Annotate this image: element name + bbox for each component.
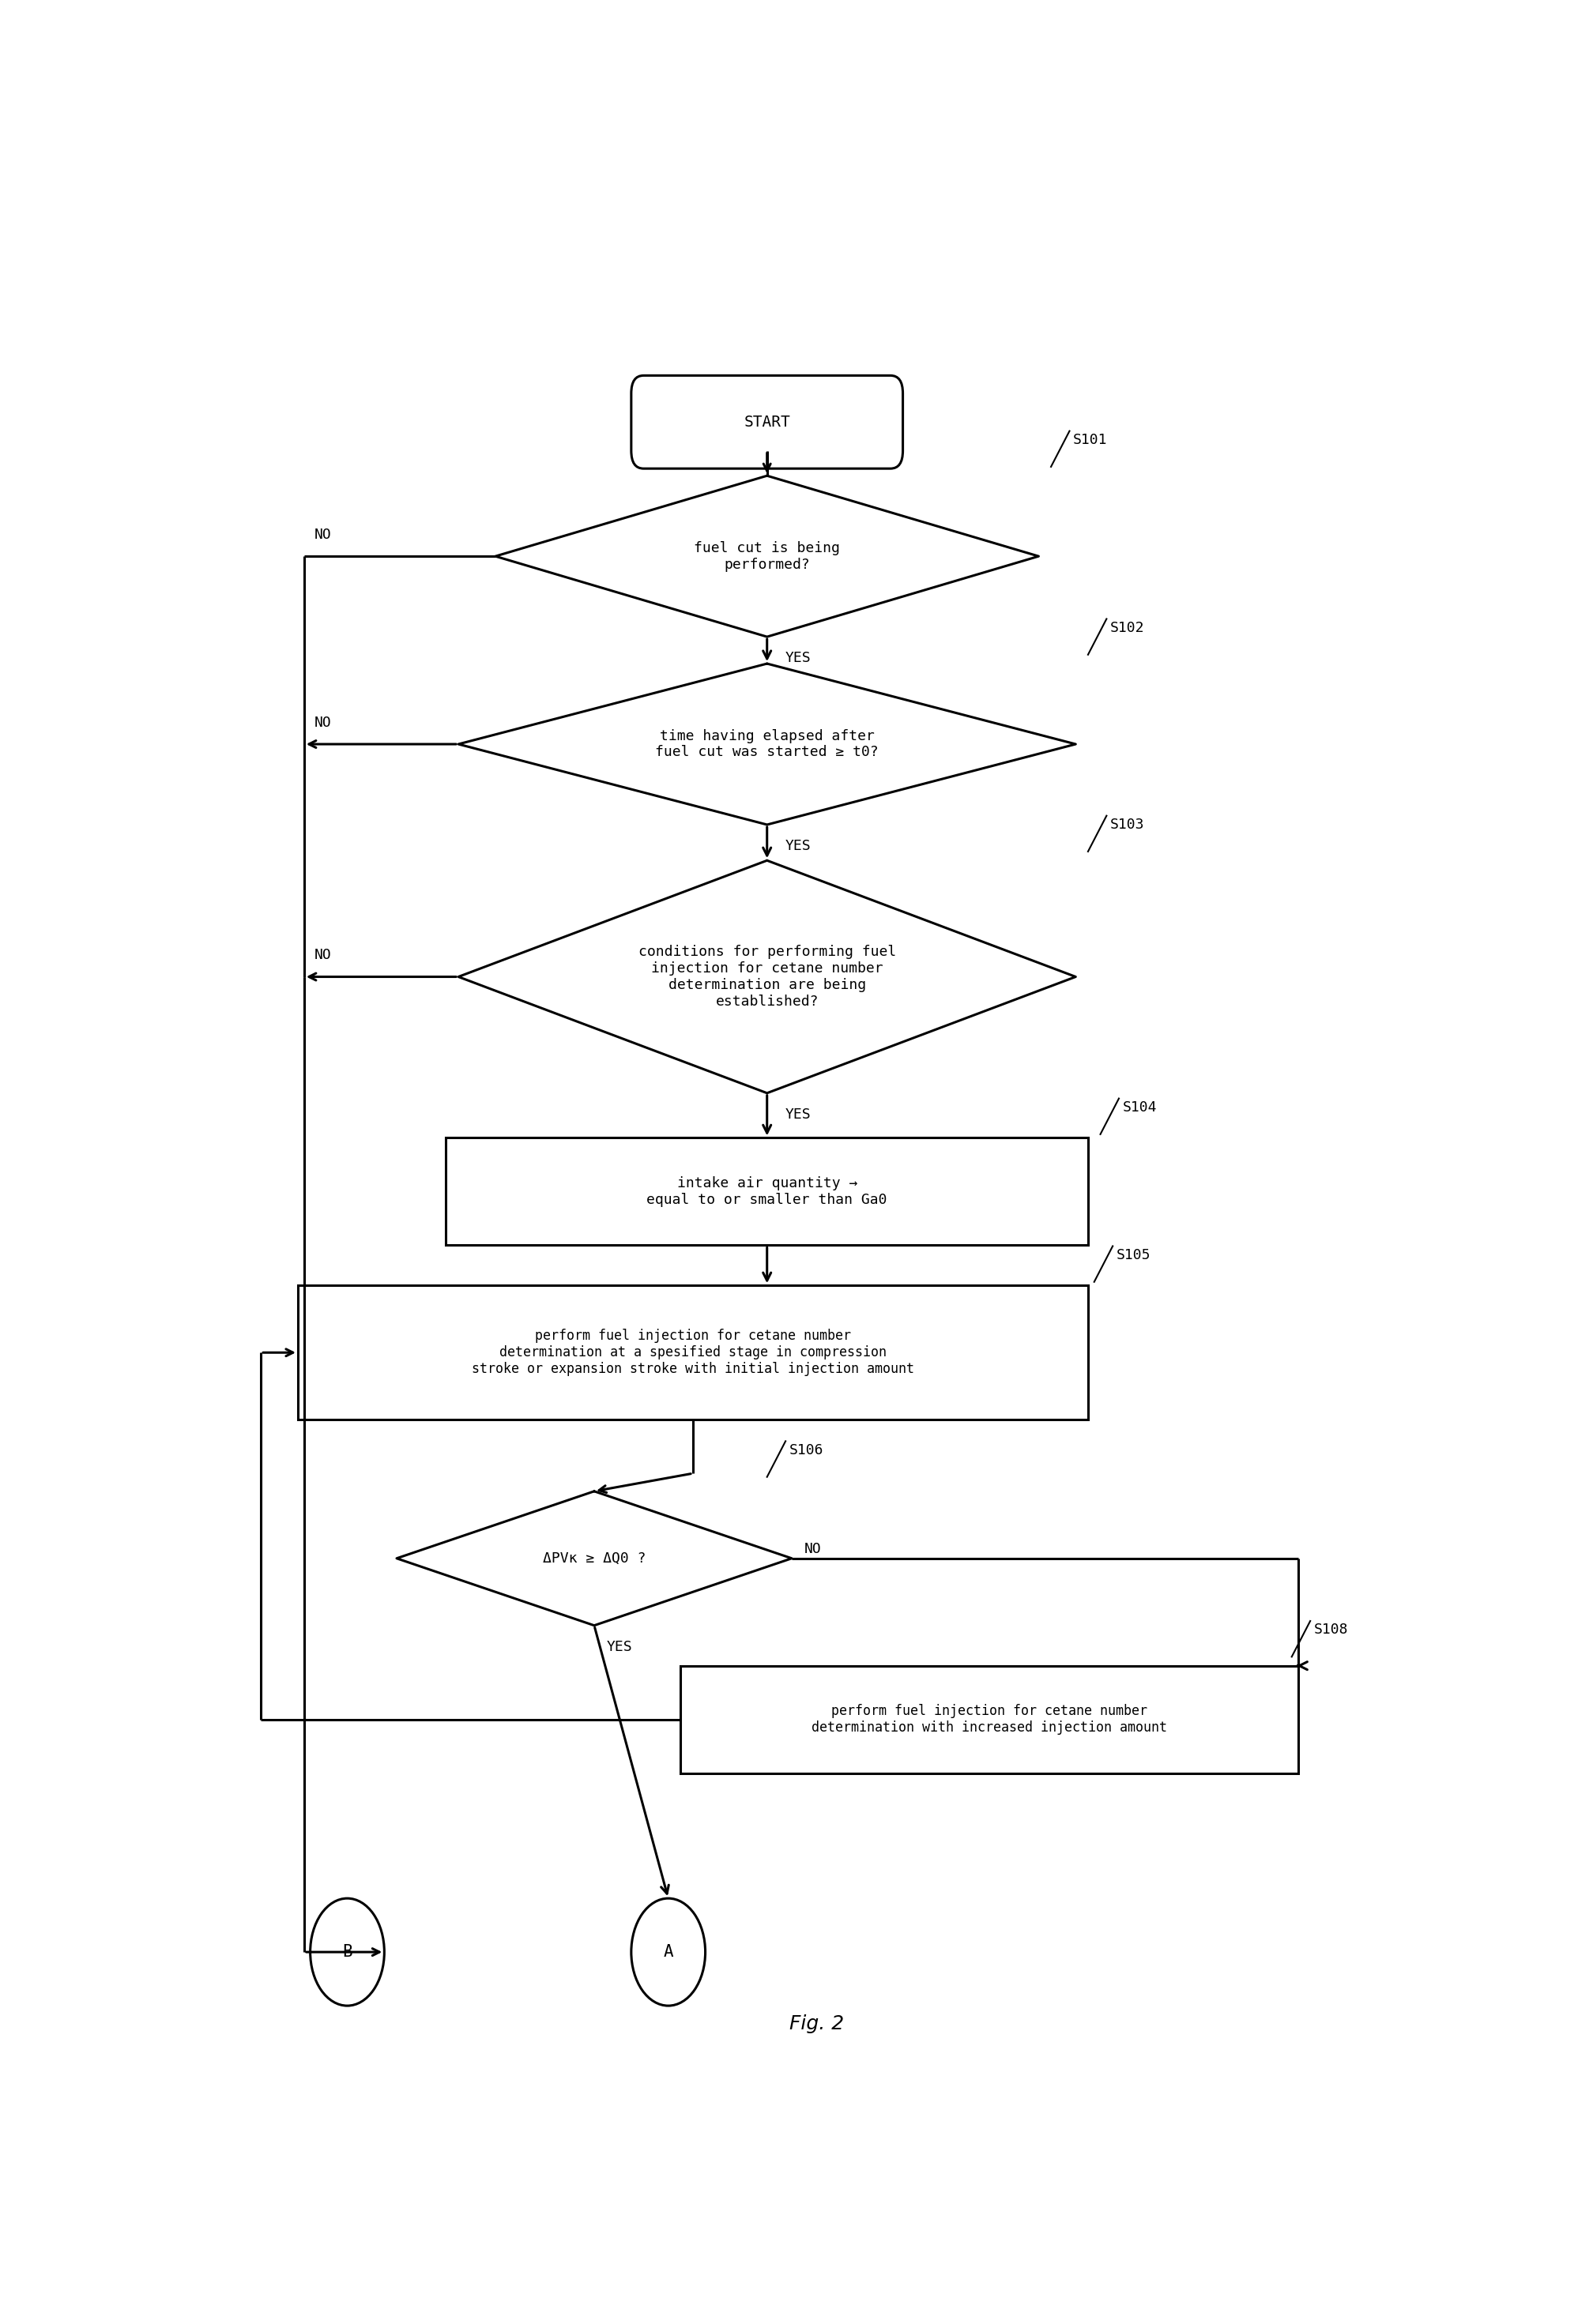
Text: S108: S108 bbox=[1314, 1622, 1348, 1636]
Text: B: B bbox=[342, 1945, 352, 1959]
Text: S103: S103 bbox=[1110, 818, 1145, 832]
Text: ΔPVκ ≥ ΔQ0 ?: ΔPVκ ≥ ΔQ0 ? bbox=[543, 1550, 645, 1566]
Text: Fig. 2: Fig. 2 bbox=[789, 2015, 844, 2034]
Text: perform fuel injection for cetane number
determination with increased injection : perform fuel injection for cetane number… bbox=[811, 1703, 1168, 1734]
Bar bbox=[298, 1285, 1088, 1420]
Text: intake air quantity →
equal to or smaller than Ga0: intake air quantity → equal to or smalle… bbox=[647, 1176, 887, 1206]
Text: perform fuel injection for cetane number
determination at a spesified stage in c: perform fuel injection for cetane number… bbox=[472, 1329, 914, 1376]
Text: NO: NO bbox=[804, 1543, 822, 1557]
Text: YES: YES bbox=[785, 1109, 811, 1122]
Text: A: A bbox=[663, 1945, 674, 1959]
Text: YES: YES bbox=[785, 839, 811, 853]
Text: time having elapsed after
fuel cut was started ≥ t0?: time having elapsed after fuel cut was s… bbox=[655, 730, 879, 760]
Text: YES: YES bbox=[607, 1641, 632, 1655]
Bar bbox=[680, 1666, 1298, 1773]
Text: S105: S105 bbox=[1117, 1248, 1150, 1262]
Bar bbox=[446, 1139, 1088, 1246]
Text: YES: YES bbox=[785, 651, 811, 665]
Text: conditions for performing fuel
injection for cetane number
determination are bei: conditions for performing fuel injection… bbox=[639, 946, 895, 1009]
Text: fuel cut is being
performed?: fuel cut is being performed? bbox=[695, 541, 840, 572]
FancyBboxPatch shape bbox=[631, 376, 903, 469]
Text: S106: S106 bbox=[789, 1443, 824, 1457]
Text: START: START bbox=[744, 414, 790, 430]
Text: S104: S104 bbox=[1123, 1099, 1157, 1116]
Text: NO: NO bbox=[314, 948, 331, 962]
Text: S102: S102 bbox=[1110, 621, 1145, 634]
Text: NO: NO bbox=[314, 528, 331, 541]
Text: S101: S101 bbox=[1074, 432, 1107, 446]
Text: NO: NO bbox=[314, 716, 331, 730]
